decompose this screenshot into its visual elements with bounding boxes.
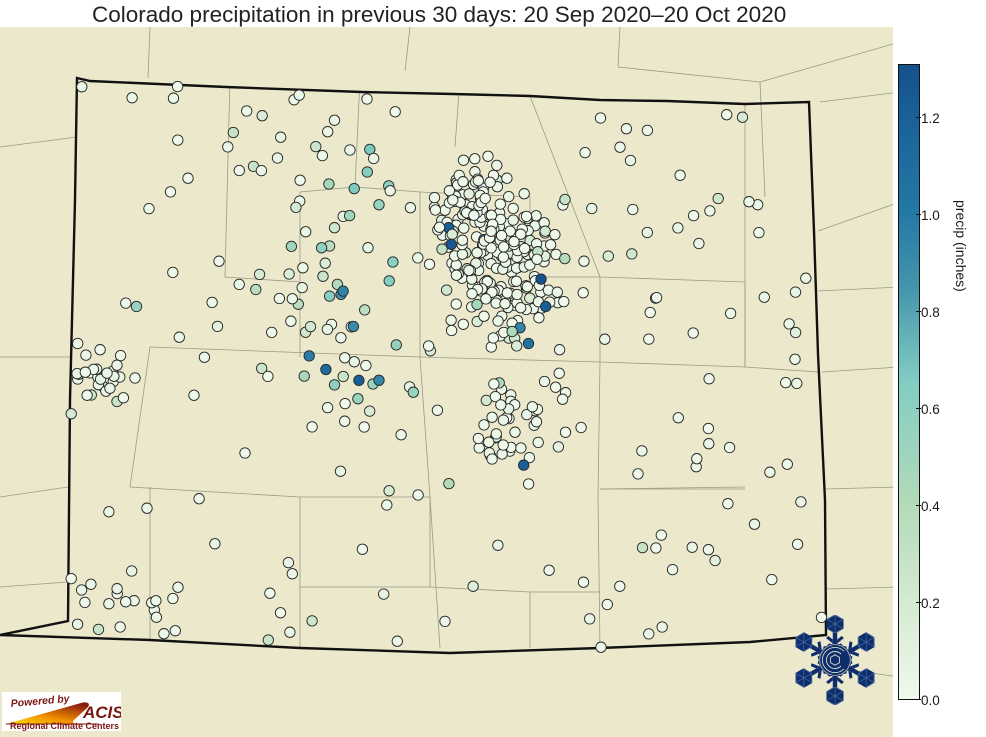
svg-text:ACIS: ACIS	[82, 703, 121, 722]
svg-text:Regional Climate Centers: Regional Climate Centers	[10, 721, 119, 731]
